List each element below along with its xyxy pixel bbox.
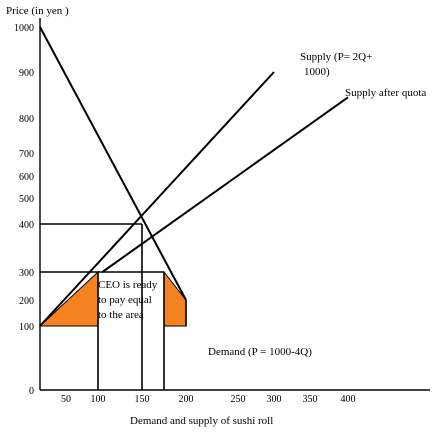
annotation-ceo: CEO is ready to pay equal to the area [98,279,160,321]
y-tick-label: 800 [19,114,34,125]
supply-line [39,71,275,327]
series-label-supply-after-quota: Supply after quota [345,87,426,99]
series-label-demand: Demand (P = 1000-4Q) [208,346,312,358]
x-tick-label: 300 [267,394,282,405]
y-tick-label: 200 [19,296,34,307]
x-tick-label: 350 [303,394,318,405]
x-axis-label: Demand and supply of sushi roll [130,415,273,427]
x-tick-label: 400 [341,394,356,405]
y-tick-label: 400 [19,220,34,231]
y-tick-label: 600 [19,172,34,183]
series-label-supply: Supply (P= 2Q+ 1000) [300,51,375,78]
supply-after-quota-line [101,96,349,273]
y-tick-label: 1000 [14,23,34,34]
x-tick-labels: 50 100 150 200 250 300 350 400 [61,394,356,405]
y-tick-label: 0 [29,386,34,397]
x-tick-label: 100 [91,394,106,405]
x-tick-label: 250 [231,394,246,405]
x-tick-label: 150 [135,394,150,405]
y-tick-label: 100 [19,322,34,333]
axes [39,18,430,391]
reference-lines [40,223,187,390]
demand-line [39,26,187,301]
y-axis-label: Price (in yen ) [6,5,69,17]
y-tick-label: 500 [19,194,34,205]
series [39,26,349,327]
y-tick-label: 900 [19,68,34,79]
y-tick-label: 700 [19,149,34,160]
y-tick-label: 300 [19,268,34,279]
x-tick-label: 50 [61,394,71,405]
x-tick-label: 200 [179,394,194,405]
